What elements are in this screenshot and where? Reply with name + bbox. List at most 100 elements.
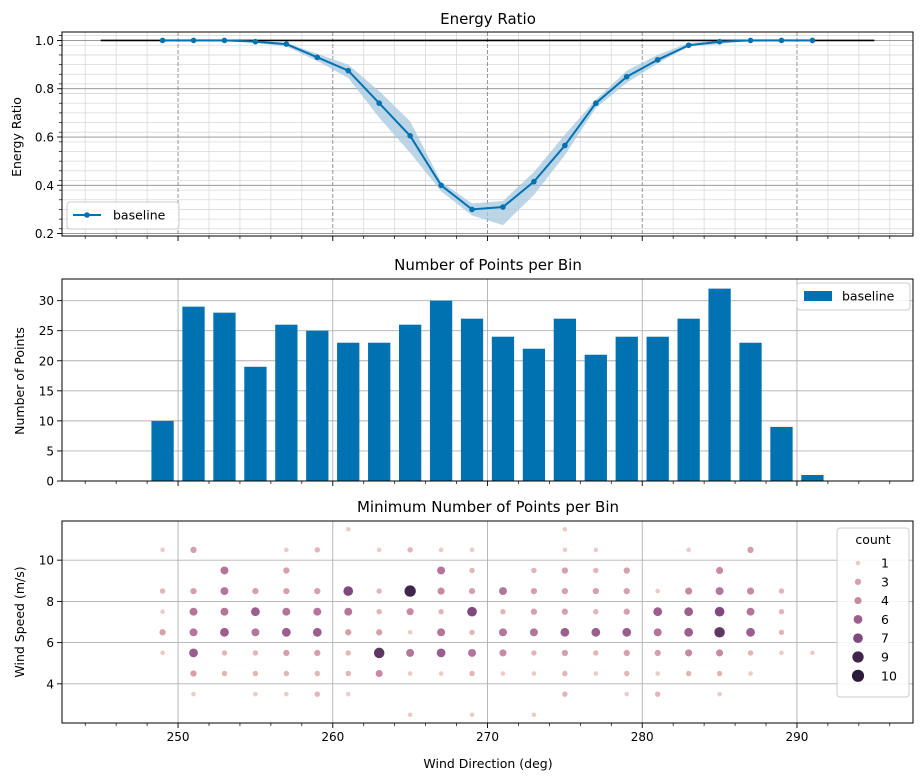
count-point xyxy=(438,671,444,676)
count-point xyxy=(437,628,446,637)
count-point xyxy=(376,588,382,594)
count-point xyxy=(531,712,537,718)
energy-ratio-legend-box xyxy=(66,201,180,230)
baseline-point xyxy=(593,100,599,107)
bar xyxy=(677,318,700,481)
bar xyxy=(337,342,360,481)
energy-ratio-panel: Energy Ratio Energy Ratio 0.2 0.4 0.6 0.8 1.… xyxy=(9,10,914,241)
count-point xyxy=(685,649,693,657)
legend-marker xyxy=(854,578,862,585)
count-point xyxy=(685,670,692,677)
baseline-line xyxy=(162,39,813,211)
points-per-bin-axes-frame xyxy=(61,278,914,482)
count-point xyxy=(283,587,290,595)
baseline-point xyxy=(345,67,352,74)
legend-marker xyxy=(852,651,864,663)
y-tick-label: 15 xyxy=(39,384,54,398)
bar xyxy=(244,366,267,481)
count-point xyxy=(592,587,599,595)
count-point xyxy=(529,628,538,637)
energy-ratio-yticks: 0.2 0.4 0.6 0.8 1.0 xyxy=(35,34,62,241)
count-point xyxy=(469,567,475,574)
legend-label: 3 xyxy=(881,574,889,589)
count-point xyxy=(345,629,352,636)
count-point xyxy=(562,691,568,697)
count-point xyxy=(159,629,166,636)
count-point xyxy=(469,547,475,553)
count-point xyxy=(623,567,630,574)
count-point xyxy=(717,691,722,697)
count-legend-box xyxy=(836,527,910,698)
energy-ratio-xticks xyxy=(84,236,891,241)
count-point xyxy=(531,650,537,656)
count-point xyxy=(407,630,413,635)
count-point xyxy=(314,670,321,677)
count-point xyxy=(623,649,630,657)
baseline-point xyxy=(654,56,661,63)
count-point xyxy=(407,712,413,718)
count-point xyxy=(284,691,289,697)
count-point xyxy=(438,547,444,553)
min-points-panel: Minimum Number of Points per Bin Wind Sp… xyxy=(12,498,914,771)
baseline-point xyxy=(407,133,413,139)
points-per-bin-legend-swatch xyxy=(804,291,832,301)
legend-marker xyxy=(854,597,862,605)
count-point xyxy=(467,606,477,617)
baseline-point xyxy=(531,178,537,185)
points-per-bin-ylabel: Number of Points xyxy=(12,327,27,435)
bar xyxy=(615,336,638,481)
bar xyxy=(553,318,577,481)
count-point xyxy=(748,671,753,676)
legend-marker xyxy=(855,560,861,566)
baseline-series-line xyxy=(162,39,813,211)
points-per-bin-legend-box xyxy=(796,282,911,311)
baseline-point xyxy=(469,206,475,213)
count-point xyxy=(654,691,661,697)
count-point xyxy=(189,628,198,637)
count-point xyxy=(376,629,383,636)
bar xyxy=(522,348,546,481)
count-point xyxy=(437,587,445,595)
baseline-point xyxy=(685,42,692,49)
baseline-point xyxy=(283,41,290,47)
bar xyxy=(460,318,484,481)
count-point xyxy=(778,608,785,615)
legend-label: 9 xyxy=(881,650,889,665)
x-tick-label: 290 xyxy=(786,730,809,744)
x-tick-label: 250 xyxy=(167,730,190,744)
count-point xyxy=(593,547,599,553)
legend-marker xyxy=(853,633,863,644)
count-point xyxy=(345,670,351,677)
count-point xyxy=(498,628,507,637)
baseline-point xyxy=(438,182,444,189)
count-point xyxy=(283,649,290,657)
min-points-xlabel: Wind Direction (deg) xyxy=(423,756,552,771)
legend-marker xyxy=(851,669,865,682)
count-point xyxy=(561,567,569,574)
count-point xyxy=(407,671,413,676)
bar xyxy=(429,300,453,481)
x-tick-label: 280 xyxy=(631,730,654,744)
count-point xyxy=(438,608,444,615)
bar xyxy=(213,312,236,481)
count-point xyxy=(653,628,662,637)
count-point xyxy=(252,587,259,595)
count-point xyxy=(469,712,475,718)
count-point xyxy=(714,606,725,617)
count-point xyxy=(160,609,165,614)
bar xyxy=(770,426,793,481)
count-point xyxy=(406,648,415,657)
count-point xyxy=(251,607,260,617)
x-tick-label: 270 xyxy=(476,730,499,744)
count-point xyxy=(160,650,165,656)
count-point xyxy=(499,649,507,657)
count-point xyxy=(562,526,568,532)
energy-ratio-legend: baseline xyxy=(66,201,180,230)
count-legend-items: 1 3 4 6 7 9 10 xyxy=(851,556,897,683)
count-point xyxy=(190,670,197,677)
count-point xyxy=(282,607,291,616)
count-point xyxy=(500,608,506,615)
count-point xyxy=(376,547,382,553)
count-point xyxy=(530,608,538,615)
y-tick-label: 0.8 xyxy=(35,82,54,96)
